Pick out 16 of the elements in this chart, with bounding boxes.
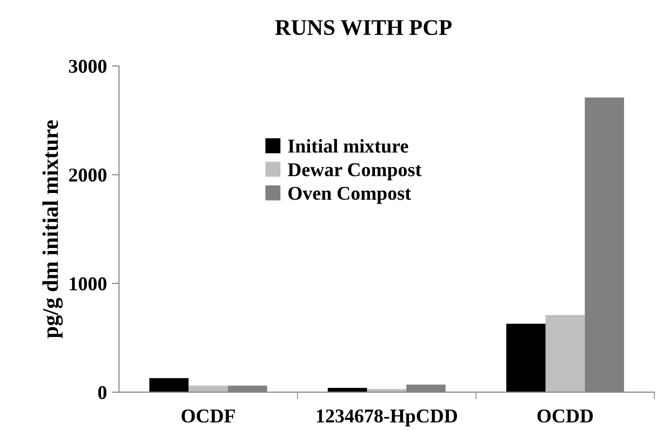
chart-title: RUNS WITH PCP [275,20,452,36]
bar [149,378,189,392]
y-axis-title: pg/g dm initial mixture [42,120,63,338]
y-tick-label: 2000 [69,168,106,182]
y-tick-label: 0 [98,386,106,400]
legend-label: Initial mixture [288,139,408,153]
x-tick-label: OCDF [182,409,235,423]
legend-label: Oven Compost [288,186,412,204]
bar [506,324,546,392]
y-tick-label: 3000 [69,60,106,73]
bar [188,386,228,392]
x-tick-label: OCDD [537,409,593,423]
y-tick-label: 1000 [70,277,106,290]
legend-label: Dewar Compost [288,163,422,180]
bar [546,314,585,392]
x-tick-label: 1234678-HpCDD [316,409,458,427]
